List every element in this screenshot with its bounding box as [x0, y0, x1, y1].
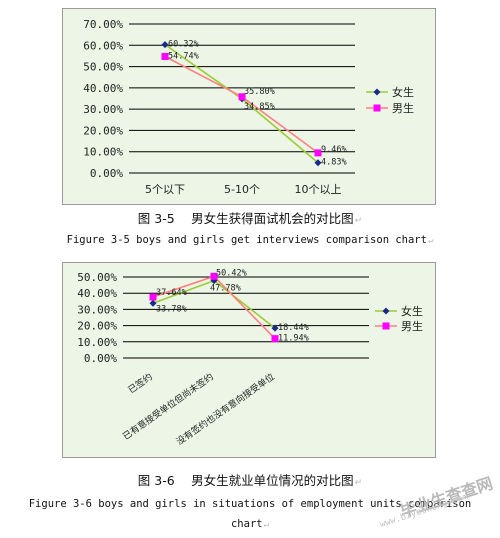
chart-employment-comparison: 0.00% 10.00% 20.00% 30.00% 40.00% 50.00% 已签约 已有…	[62, 262, 436, 458]
y-tick-label: 20.00%	[77, 320, 117, 333]
data-label: 4.83%	[321, 158, 347, 168]
y-tick-label: 30.00%	[77, 303, 117, 316]
figure-3-6-caption-en-text-1: Figure 3-6 boys and girls in situations …	[28, 498, 472, 510]
data-label: 54.74%	[168, 51, 199, 61]
y-tick-label: 40.00%	[83, 82, 123, 95]
x-category-label: 5个以下	[145, 183, 185, 196]
figure-3-6-caption-en-line1: Figure 3-6 boys and girls in situations …	[0, 498, 500, 510]
figure-3-5-caption-cn: 图 3-5 男女生获得面试机会的对比图↵	[0, 208, 500, 227]
figure-3-6-caption-en-line2: chart↵	[0, 518, 500, 530]
data-point-marker	[271, 335, 279, 343]
series-line-0	[164, 43, 319, 164]
legend-marker	[382, 307, 390, 315]
data-label: 47.78%	[210, 284, 241, 294]
figure-3-6-caption-cn: 图 3-6 男女生就业单位情况的对比图↵	[0, 470, 500, 489]
y-tick-label: 50.00%	[77, 271, 117, 284]
y-tick-label: 70.00%	[83, 18, 123, 31]
data-label: 34.85%	[244, 102, 275, 112]
y-tick-label: 10.00%	[83, 146, 123, 159]
data-point-marker	[210, 272, 218, 280]
data-point-marker	[149, 293, 157, 301]
y-tick-label: 40.00%	[77, 287, 117, 300]
legend-label: 女生	[392, 85, 414, 99]
return-mark: ↵	[354, 478, 363, 488]
y-tick-label: 0.00%	[84, 352, 117, 365]
figure-3-5-caption-en: Figure 3-5 boys and girls get interviews…	[0, 234, 500, 246]
legend-label: 男生	[392, 101, 414, 115]
data-point-marker	[161, 41, 169, 49]
data-label: 33.78%	[156, 304, 187, 314]
figure-3-5-caption-en-text: Figure 3-5 boys and girls get interviews…	[66, 234, 427, 246]
data-label: 9.46%	[321, 145, 347, 155]
data-label: 50.42%	[216, 268, 247, 278]
y-tick-label: 60.00%	[83, 39, 123, 52]
data-label: 11.94%	[278, 334, 309, 344]
x-category-label: 10个以上	[295, 183, 342, 196]
chart-2-svg: 0.00%10.00%20.00%30.00%40.00%50.00%已签约已有…	[77, 268, 423, 448]
data-label: 18.44%	[278, 323, 309, 333]
x-category-label: 没有签约也没有意向接受单位	[174, 371, 277, 448]
y-tick-label: 0.00%	[90, 167, 123, 180]
legend-label: 女生	[401, 304, 423, 318]
data-point-marker	[314, 149, 322, 157]
data-label: 35.80%	[244, 87, 275, 97]
data-point-marker	[149, 299, 157, 307]
return-mark: ↵	[354, 216, 363, 226]
x-category-label: 5-10个	[224, 183, 260, 196]
chart-1-svg: 0.00% 10.00% 20.00% 30.00% 40.00% 50.00% 60.00…	[83, 18, 414, 196]
figure-3-6-caption-cn-text: 图 3-6 男女生就业单位情况的对比图	[137, 473, 354, 488]
y-tick-label: 10.00%	[77, 336, 117, 349]
return-mark: ↵	[263, 520, 270, 530]
data-label: 60.32%	[168, 40, 199, 50]
data-point-marker	[314, 159, 322, 167]
data-label: 37.64%	[156, 288, 187, 298]
legend-marker	[373, 104, 381, 112]
legend-label: 男生	[401, 319, 423, 333]
chart-interview-comparison: 0.00% 10.00% 20.00% 30.00% 40.00% 50.00% 60.00…	[62, 8, 436, 205]
series-line-1	[164, 55, 319, 154]
figure-3-5-caption-cn-text: 图 3-5 男女生获得面试机会的对比图	[137, 211, 354, 226]
y-tick-label: 20.00%	[83, 124, 123, 137]
x-category-label: 已签约	[126, 371, 155, 396]
legend-marker	[382, 322, 390, 330]
data-point-marker	[238, 93, 246, 101]
data-point-marker	[161, 52, 169, 60]
data-point-marker	[271, 324, 279, 332]
y-tick-label: 30.00%	[83, 103, 123, 116]
return-mark: ↵	[427, 236, 434, 246]
legend-marker	[373, 88, 381, 96]
y-tick-label: 50.00%	[83, 61, 123, 74]
figure-3-6-caption-en-text-2: chart	[230, 518, 263, 530]
